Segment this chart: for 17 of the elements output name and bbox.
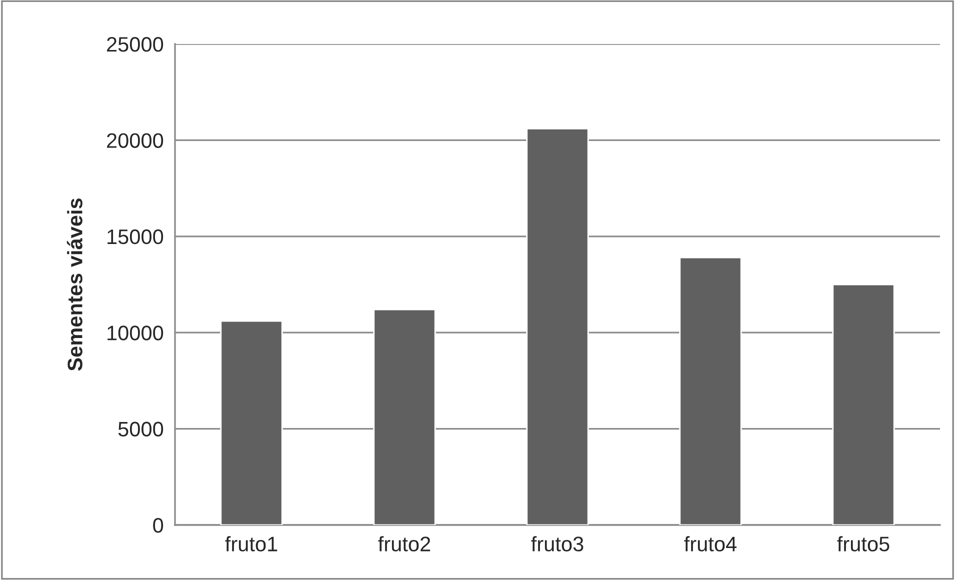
y-tick-label: 0 [153, 518, 164, 533]
bar [373, 308, 436, 525]
y-axis-title: Sementes viáveis [66, 198, 82, 371]
x-tick-label: fruto4 [684, 536, 737, 552]
x-tick-label: fruto5 [837, 536, 890, 552]
y-tick-label: 20000 [107, 133, 164, 148]
bar [526, 128, 589, 525]
y-tick-label: 10000 [108, 326, 164, 340]
x-tick-label: fruto3 [531, 536, 584, 552]
y-tick-label: 5000 [118, 422, 164, 437]
y-tick-label: 15000 [108, 229, 164, 244]
x-tick-label: fruto2 [378, 536, 430, 552]
y-tick-label: 25000 [107, 37, 164, 52]
bar [832, 284, 895, 525]
x-tick-label: fruto1 [225, 536, 278, 552]
bar [679, 256, 742, 525]
bar [220, 320, 283, 525]
